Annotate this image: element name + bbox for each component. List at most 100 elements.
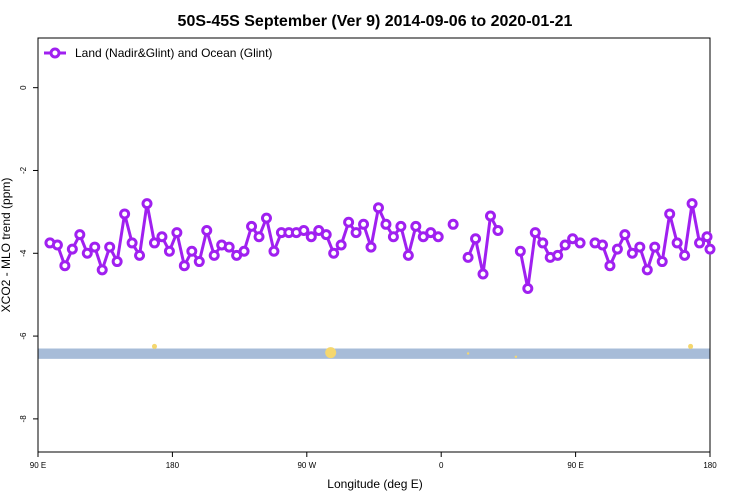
series-0-point bbox=[619, 229, 631, 241]
x-tick-label-4: 90 E bbox=[567, 461, 583, 470]
series-0-point bbox=[186, 245, 198, 257]
series-0-point bbox=[447, 218, 459, 230]
series-0-point bbox=[96, 264, 108, 276]
y-axis-title: XCO2 - MLO trend (ppm) bbox=[0, 178, 13, 313]
series-0-point bbox=[410, 220, 422, 232]
series-0-point bbox=[358, 218, 370, 230]
series-0-point bbox=[253, 231, 265, 243]
plot-area: 90 E 180 90 W 0 90 E 180 0 -2 -4 -6 -8 bbox=[19, 37, 717, 470]
series-0-point bbox=[119, 208, 131, 220]
series-0-point bbox=[372, 202, 384, 214]
series-0-point bbox=[238, 245, 250, 257]
series-0-point bbox=[649, 241, 661, 253]
overlay-mark-4 bbox=[688, 343, 694, 349]
background-band bbox=[38, 348, 710, 359]
series-0-point bbox=[171, 227, 183, 239]
series-0-point bbox=[246, 220, 258, 232]
series-0-point bbox=[484, 210, 496, 222]
x-tick-label-0: 90 E bbox=[30, 461, 46, 470]
y-tick-label-2: -4 bbox=[19, 249, 28, 257]
series-0-point bbox=[671, 237, 683, 249]
series-0-point bbox=[134, 249, 146, 261]
x-tick-label-1: 180 bbox=[166, 461, 180, 470]
series-0-point bbox=[395, 220, 407, 232]
series-0-point bbox=[704, 243, 716, 255]
series-0-point bbox=[126, 237, 138, 249]
overlay-mark-2 bbox=[466, 352, 470, 355]
x-axis-title: Longitude (deg E) bbox=[327, 477, 422, 491]
series-0-point bbox=[365, 241, 377, 253]
series-0-point bbox=[686, 198, 698, 210]
series-0-point bbox=[141, 198, 153, 210]
series-0-point bbox=[260, 212, 272, 224]
series-0-line-4 bbox=[594, 202, 712, 272]
series-0-point bbox=[596, 239, 608, 251]
series-0-point bbox=[208, 249, 220, 261]
overlay-mark-1 bbox=[325, 347, 337, 359]
series-0-point bbox=[470, 233, 482, 245]
series-0-point bbox=[201, 225, 213, 237]
series-0-point bbox=[66, 243, 78, 255]
series-0-point bbox=[492, 225, 504, 237]
legend-label: Land (Nadir&Glint) and Ocean (Glint) bbox=[75, 46, 272, 60]
series-0-point bbox=[537, 237, 549, 249]
series-0-point bbox=[305, 231, 317, 243]
series-0-point bbox=[634, 241, 646, 253]
series-0-point bbox=[193, 256, 205, 268]
series-0-point bbox=[574, 237, 586, 249]
series-0-point bbox=[178, 260, 190, 272]
series-0-point bbox=[350, 227, 362, 239]
series-0-point bbox=[328, 247, 340, 259]
y-tick-label-4: -8 bbox=[19, 415, 28, 423]
series-0-point bbox=[380, 218, 392, 230]
series-0-point bbox=[701, 231, 713, 243]
series-0-point bbox=[477, 268, 489, 280]
overlay-mark-3 bbox=[514, 355, 518, 358]
x-tick-label-3: 0 bbox=[439, 461, 444, 470]
y-tick-label-3: -6 bbox=[19, 332, 28, 340]
series-0-point bbox=[387, 231, 399, 243]
series-0-point bbox=[514, 245, 526, 257]
series-0-point bbox=[163, 245, 175, 257]
series-0-point bbox=[223, 241, 235, 253]
series-0-point bbox=[552, 249, 564, 261]
series-0-point bbox=[432, 231, 444, 243]
series-0-point bbox=[148, 237, 160, 249]
series-0-point bbox=[335, 239, 347, 251]
legend: Land (Nadir&Glint) and Ocean (Glint) bbox=[44, 46, 272, 60]
y-tick-label-1: -2 bbox=[19, 166, 28, 174]
series-0-point bbox=[89, 241, 101, 253]
series-0-line-0 bbox=[49, 202, 439, 272]
series-0-point bbox=[343, 216, 355, 228]
series-0-point bbox=[320, 229, 332, 241]
series-0-point bbox=[59, 260, 71, 272]
series-0-line-2 bbox=[466, 214, 500, 276]
series-0-point bbox=[111, 256, 123, 268]
series-0-point bbox=[268, 245, 280, 257]
series-0-point bbox=[104, 241, 116, 253]
series-0-point bbox=[626, 247, 638, 259]
x-tick-label-5: 180 bbox=[703, 461, 717, 470]
series-0-point bbox=[529, 227, 541, 239]
series-0-point bbox=[522, 282, 534, 294]
series-0-point bbox=[641, 264, 653, 276]
series-0-point bbox=[679, 249, 691, 261]
y-tick-label-0: 0 bbox=[19, 85, 28, 90]
series-0-point bbox=[694, 237, 706, 249]
series-0-point bbox=[298, 225, 310, 237]
legend-swatch-marker bbox=[49, 47, 61, 59]
series-0-point bbox=[656, 256, 668, 268]
series-0-point bbox=[611, 243, 623, 255]
series-0-point bbox=[81, 247, 93, 259]
series-0-point bbox=[402, 249, 414, 261]
series-0-point bbox=[51, 239, 63, 251]
series-0-point bbox=[462, 251, 474, 263]
series-0-point bbox=[74, 229, 86, 241]
series-0-point bbox=[156, 231, 168, 243]
overlay-mark-0 bbox=[151, 343, 157, 349]
x-tick-label-2: 90 W bbox=[297, 461, 316, 470]
series-0-point bbox=[559, 239, 571, 251]
series-0-point bbox=[664, 208, 676, 220]
series-0-point bbox=[604, 260, 616, 272]
